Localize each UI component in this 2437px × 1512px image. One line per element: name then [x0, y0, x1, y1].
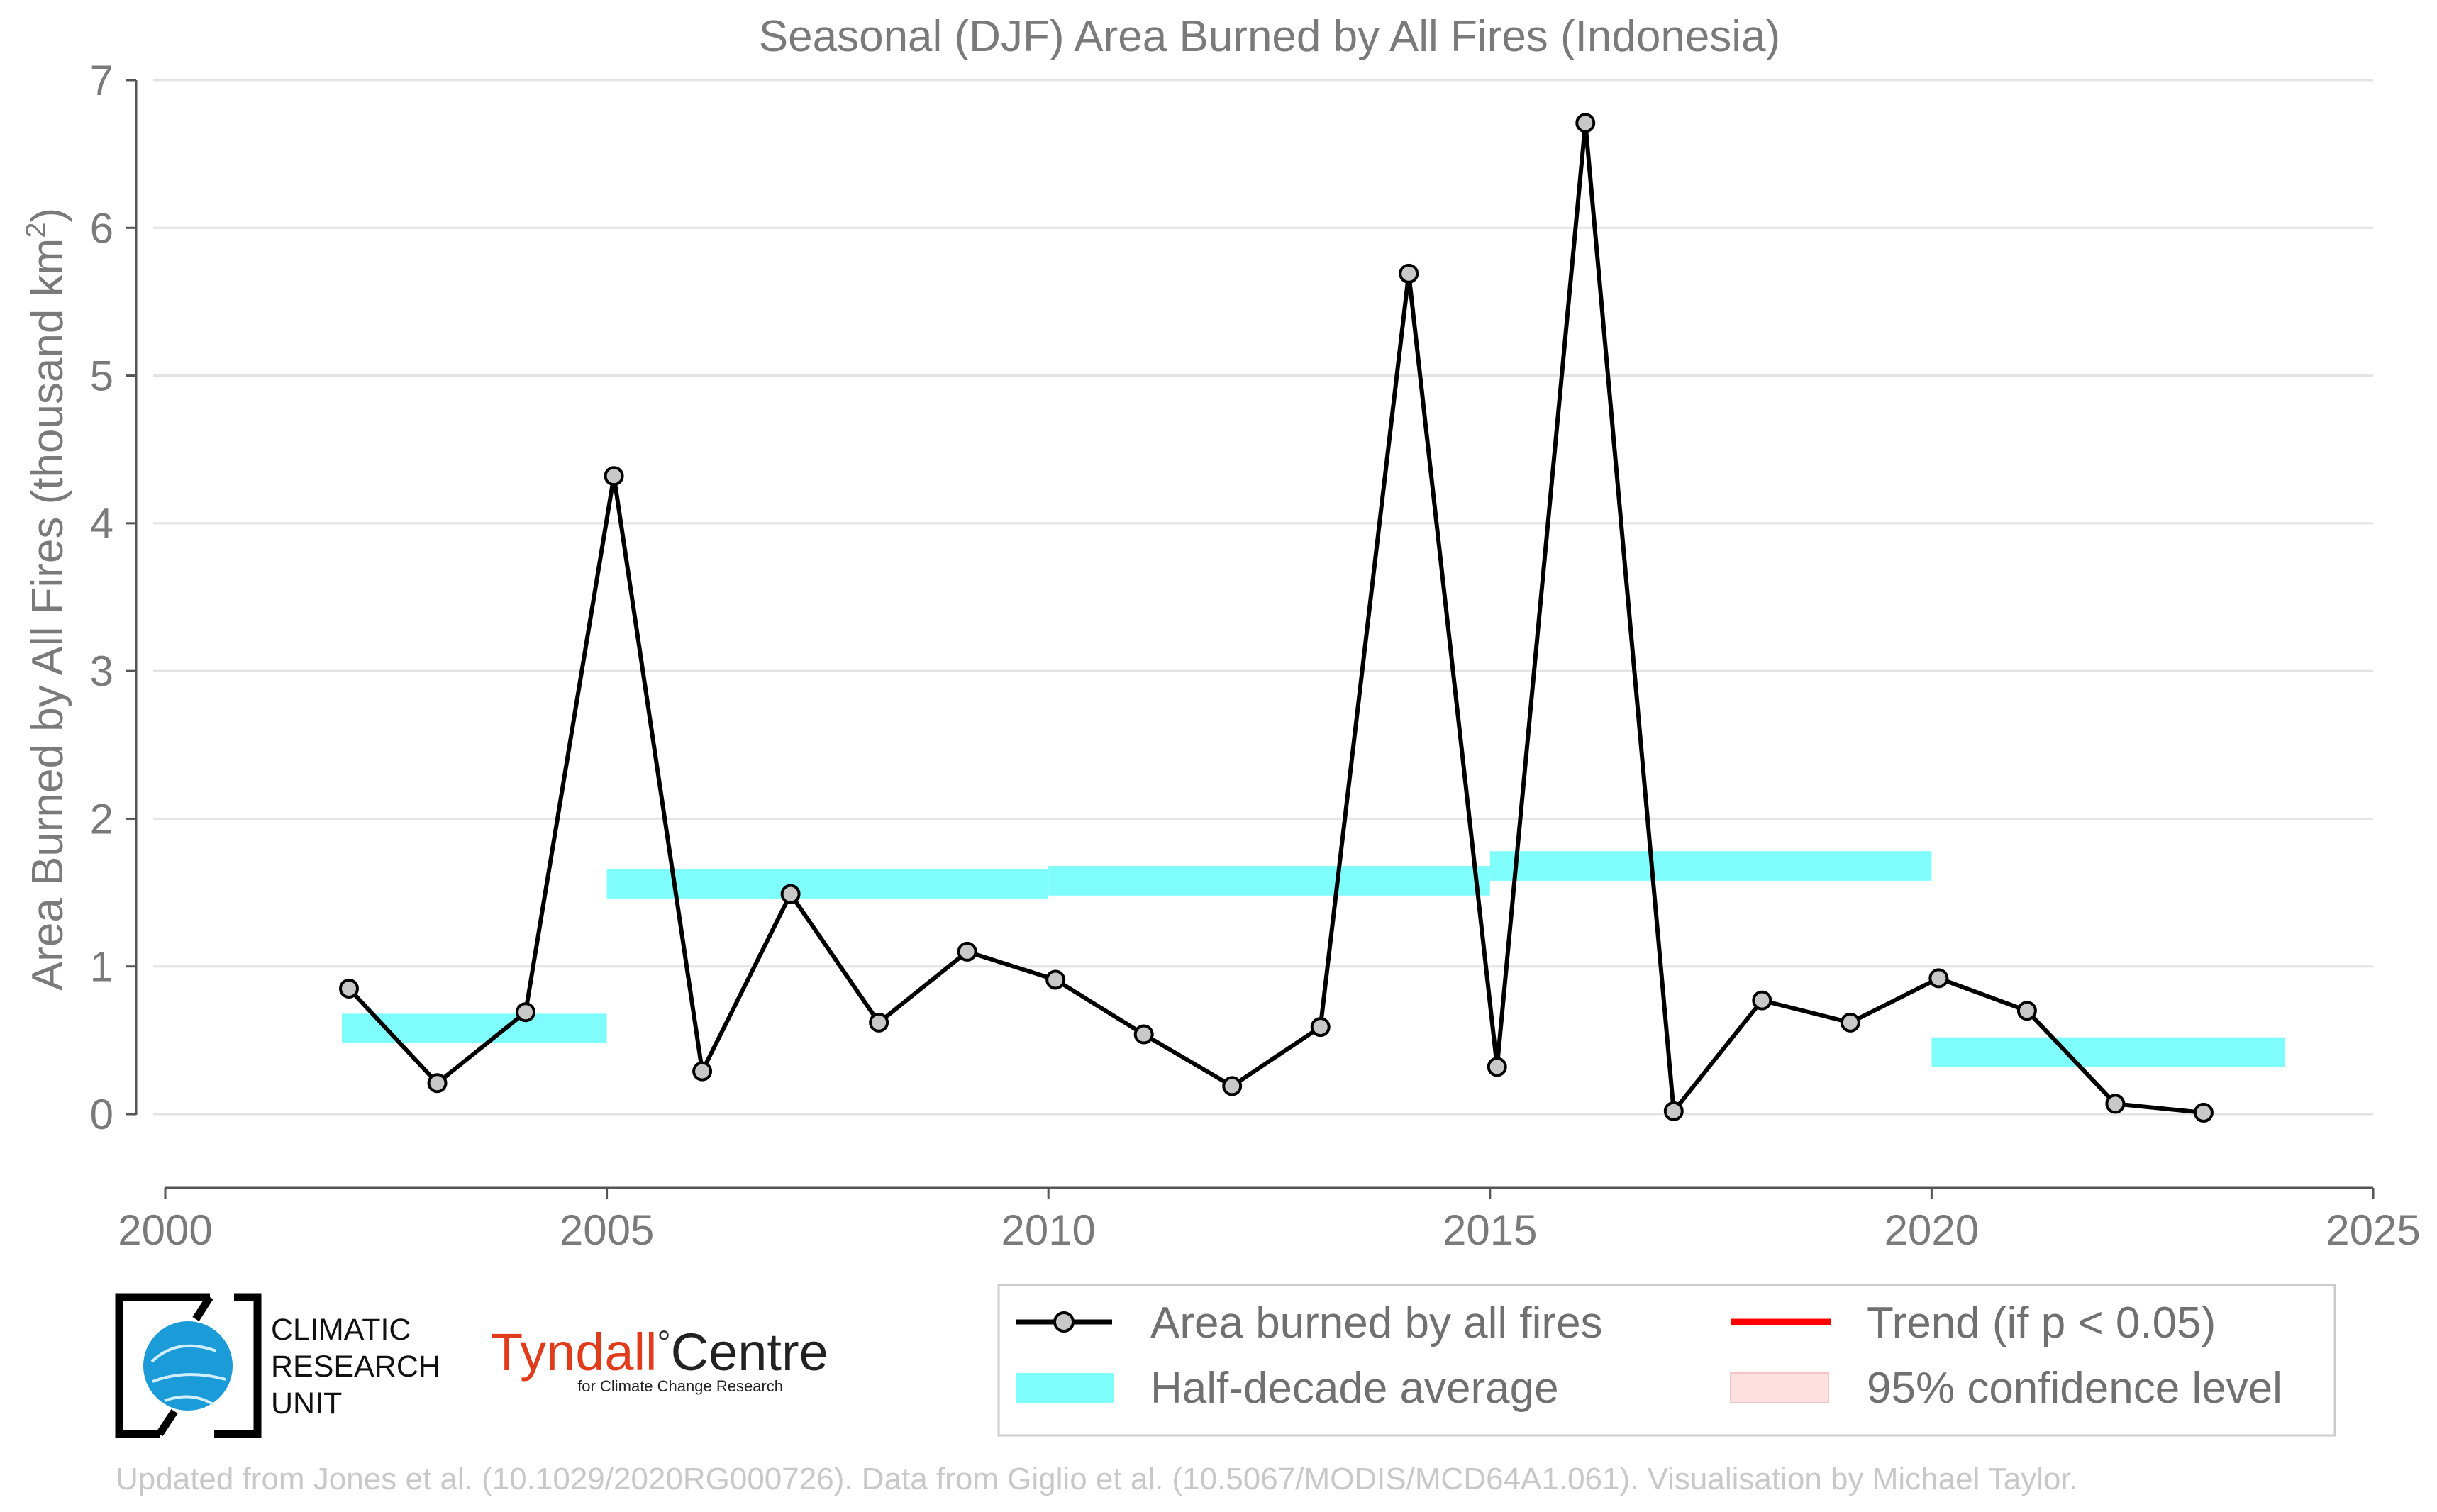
legend-label-area: Area burned by all fires [1150, 1299, 1603, 1347]
data-point-2004 [516, 1002, 536, 1023]
half-decade-bar-4 [1931, 1037, 2285, 1067]
y-tick-label-5: 5 [90, 352, 113, 400]
legend-band-sample [1016, 1373, 1114, 1403]
tyndall-logo-subtitle: for Climate Change Research [577, 1377, 783, 1395]
globe-icon [143, 1321, 233, 1411]
x-tick-label-2010: 2010 [1001, 1206, 1095, 1254]
data-point-2015 [1487, 1057, 1507, 1077]
cru-logo-frame [115, 1293, 262, 1438]
data-point-2003 [427, 1073, 448, 1094]
data-point-2023 [2193, 1102, 2214, 1123]
cru-logo-line-2: RESEARCH [271, 1350, 440, 1384]
data-point-2018 [1752, 990, 1772, 1011]
x-ticks: 2000 2005 2010 2015 2020 2025 [118, 1188, 2421, 1254]
series-markers [339, 113, 2214, 1123]
legend-label-trend: Trend (if p < 0.05) [1867, 1299, 2216, 1347]
data-point-2014 [1399, 263, 1419, 284]
legend-marker-sample [1053, 1311, 1075, 1333]
tyndall-degree: ° [657, 1325, 670, 1362]
data-point-2007 [780, 884, 801, 904]
data-point-2006 [692, 1061, 713, 1082]
tyndall-centre: Centre [671, 1323, 828, 1382]
y-axis-label: Area Burned by All Fires (thousand km2) [21, 208, 72, 991]
data-point-2017 [1663, 1101, 1684, 1121]
x-tick-label-2025: 2025 [2326, 1206, 2420, 1254]
y-tick-label-0: 0 [90, 1091, 113, 1138]
half-decade-bar-0 [342, 1013, 607, 1044]
data-point-2013 [1310, 1017, 1331, 1038]
legend: Area burned by all fires Trend (if p < 0… [997, 1284, 2336, 1437]
data-point-2002 [339, 978, 360, 999]
y-tick-label-4: 4 [90, 500, 113, 547]
data-point-2012 [1222, 1076, 1243, 1096]
data-point-2010 [1045, 969, 1066, 990]
cru-logo-slash-top [192, 1295, 213, 1321]
cru-logo-line-1: CLIMATIC [271, 1313, 411, 1347]
x-tick-label-2020: 2020 [1884, 1206, 1979, 1254]
globe-swirl-icon [150, 1344, 226, 1406]
x-tick-label-2005: 2005 [560, 1206, 654, 1254]
data-point-2009 [957, 941, 977, 962]
y-tick-label-3: 3 [90, 647, 113, 695]
tyndall-name: Tyndall [491, 1323, 657, 1382]
legend-ci-sample [1730, 1372, 1829, 1403]
half-decade-bands [342, 851, 2285, 1067]
data-point-2022 [2105, 1094, 2126, 1114]
y-ticks: 0 1 2 3 4 5 6 7 [90, 57, 136, 1138]
data-point-2021 [2016, 1001, 2037, 1021]
y-tick-label-7: 7 [90, 57, 113, 104]
y-axis-label-sup: 2 [21, 223, 52, 238]
x-tick-label-2000: 2000 [118, 1206, 212, 1254]
y-tick-label-6: 6 [90, 204, 113, 252]
legend-label-band: Half-decade average [1150, 1364, 1559, 1413]
cru-logo-slash-bottom [156, 1408, 178, 1437]
tyndall-logo-title: Tyndall°Centre [491, 1323, 828, 1382]
half-decade-bar-3 [1489, 851, 1932, 881]
legend-frame [997, 1284, 2336, 1437]
data-point-2008 [869, 1012, 889, 1033]
data-point-2005 [604, 466, 624, 487]
cru-logo-line-3: UNIT [271, 1386, 342, 1421]
half-decade-bar-1 [606, 869, 1049, 899]
y-tick-label-1: 1 [90, 943, 113, 991]
series-line-area-burned [347, 121, 2204, 1115]
footer-credit: Updated from Jones et al. (10.1029/2020R… [116, 1462, 2078, 1496]
half-decade-bar-2 [1048, 866, 1490, 896]
x-tick-label-2015: 2015 [1443, 1206, 1537, 1254]
data-point-2019 [1840, 1012, 1860, 1033]
y-tick-label-2: 2 [90, 795, 113, 843]
cru-logo: CLIMATIC RESEARCH UNIT [115, 1293, 440, 1438]
data-point-2020 [1928, 968, 1949, 989]
y-axis-label-main: Area Burned by All Fires (thousand km [23, 238, 72, 991]
chart-title: Seasonal (DJF) Area Burned by All Fires … [759, 12, 1780, 61]
gridlines [153, 79, 2373, 1116]
data-point-2011 [1133, 1024, 1154, 1045]
tyndall-logo: Tyndall°Centre for Climate Change Resear… [491, 1323, 828, 1395]
y-axis-label-end: ) [23, 208, 72, 223]
series-line-layer [347, 121, 2204, 1115]
data-point-2016 [1575, 113, 1596, 133]
legend-label-ci: 95% confidence level [1867, 1364, 2282, 1413]
